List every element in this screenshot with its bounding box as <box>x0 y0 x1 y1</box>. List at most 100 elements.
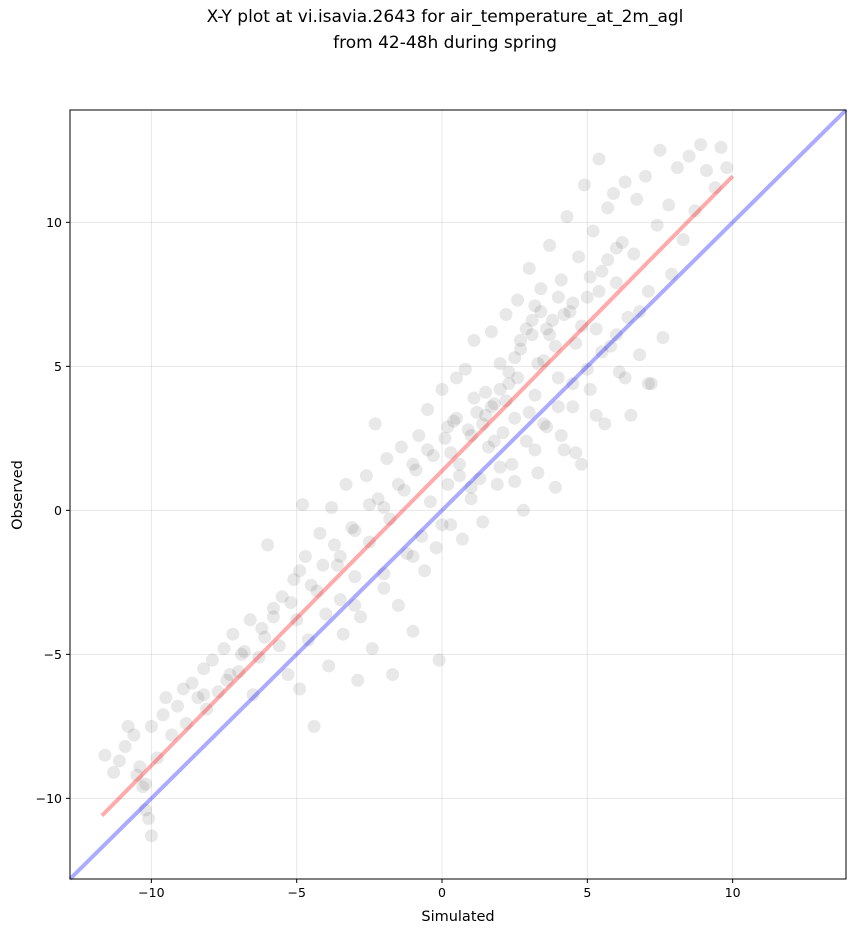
data-point <box>121 719 135 733</box>
data-point <box>394 440 408 454</box>
data-point <box>185 676 199 690</box>
data-point <box>514 342 527 356</box>
data-point <box>313 526 327 540</box>
data-point <box>435 382 449 396</box>
data-point <box>598 417 612 431</box>
data-point <box>569 336 583 350</box>
data-point <box>127 728 141 742</box>
data-point <box>627 247 641 261</box>
data-point <box>595 345 609 359</box>
data-point <box>551 290 565 304</box>
data-point <box>179 717 193 730</box>
data-point <box>444 446 458 460</box>
x-tick-label: 10 <box>725 885 741 900</box>
data-point <box>519 322 533 336</box>
data-point <box>467 333 481 347</box>
data-point <box>464 492 478 506</box>
data-point <box>354 610 368 624</box>
data-point <box>359 469 373 483</box>
data-point <box>333 593 347 607</box>
data-point <box>528 443 542 457</box>
data-point <box>508 411 522 425</box>
data-point <box>580 290 594 304</box>
data-point <box>694 138 708 152</box>
data-point <box>528 299 542 313</box>
data-point <box>641 377 655 391</box>
data-point <box>142 812 155 825</box>
data-point <box>406 549 420 563</box>
data-point <box>525 328 539 342</box>
x-tick-label: 0 <box>438 885 446 900</box>
data-point <box>333 549 347 563</box>
data-point <box>609 328 623 342</box>
x-tick-label: −5 <box>287 885 305 900</box>
data-point <box>592 284 606 298</box>
y-tick-label: 10 <box>46 215 62 230</box>
data-point <box>522 261 536 275</box>
data-point <box>493 460 507 474</box>
data-point <box>421 403 434 416</box>
y-tick-label: 0 <box>54 503 62 518</box>
y-axis-ticks: −10 −5 0 5 10 <box>36 215 70 806</box>
data-point <box>200 702 214 716</box>
data-point <box>508 351 522 365</box>
data-point <box>293 564 307 578</box>
data-point <box>362 535 376 549</box>
data-point <box>487 434 501 448</box>
x-axis-label: Simulated <box>421 909 494 925</box>
data-point <box>377 567 391 581</box>
data-point <box>615 236 629 249</box>
data-point <box>223 668 237 681</box>
data-point <box>406 457 420 471</box>
data-point <box>429 541 443 555</box>
data-point <box>197 688 211 702</box>
data-point <box>583 270 597 284</box>
data-point <box>560 210 574 224</box>
data-point <box>714 140 728 154</box>
data-point <box>441 477 455 491</box>
data-point <box>391 598 405 612</box>
data-point <box>421 443 434 457</box>
data-point <box>484 325 498 339</box>
data-point <box>656 331 670 344</box>
data-point <box>543 238 557 252</box>
data-point <box>496 426 510 440</box>
data-point <box>458 362 472 376</box>
data-point <box>612 365 626 379</box>
data-point <box>531 466 545 480</box>
data-point <box>435 518 449 532</box>
data-point <box>618 175 632 189</box>
data-point <box>546 313 559 327</box>
data-point <box>418 564 432 578</box>
data-point <box>566 377 580 391</box>
data-point <box>470 405 484 419</box>
data-point <box>557 308 571 321</box>
data-point <box>348 524 362 537</box>
data-point <box>281 668 295 681</box>
y-tick-label: −10 <box>36 791 62 806</box>
data-point <box>540 420 554 434</box>
data-point <box>453 457 466 471</box>
data-point <box>580 362 594 376</box>
data-point <box>586 224 600 238</box>
data-point <box>144 829 158 843</box>
data-point <box>534 305 548 319</box>
data-point <box>447 414 461 428</box>
data-point <box>595 264 609 278</box>
data-point <box>237 645 251 658</box>
data-point <box>609 276 623 290</box>
plot-area-frame <box>69 109 847 880</box>
data-point <box>432 653 446 667</box>
data-point <box>534 282 548 296</box>
data-point <box>98 748 112 762</box>
data-point <box>563 305 577 319</box>
data-point <box>139 777 153 791</box>
data-point <box>400 547 414 560</box>
data-point <box>601 253 615 267</box>
data-point <box>522 405 536 419</box>
x-tick-label: −10 <box>138 885 164 900</box>
data-point <box>165 728 179 742</box>
data-point <box>473 472 487 486</box>
data-points <box>98 138 734 843</box>
data-point <box>307 719 321 733</box>
